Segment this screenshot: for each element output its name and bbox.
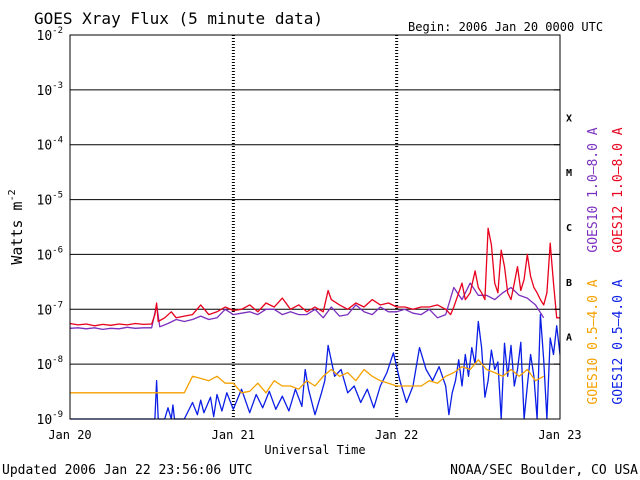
- x-tick-labels: Jan 20 Jan 21 Jan 22 Jan 23: [48, 428, 581, 442]
- y-tick-exponent: -6: [52, 245, 63, 255]
- grid-layer: [70, 35, 560, 419]
- y-tick-label: 10-5: [37, 191, 64, 209]
- legend-entry: GOES12 0.5–4.0 A: [611, 279, 626, 404]
- y-tick-exponent: -9: [52, 410, 63, 420]
- y-tick-exponent: -5: [52, 191, 63, 201]
- y-tick-exponent: -2: [52, 26, 63, 36]
- x-axis-label: Universal Time: [264, 443, 365, 457]
- y-tick-label: 10-2: [37, 26, 64, 44]
- legend-entry: GOES12 1.0–8.0 A: [611, 127, 626, 252]
- series-line: [70, 359, 545, 394]
- y-tick-label: 10-6: [37, 245, 64, 263]
- y-tick-label: 10-8: [37, 355, 64, 373]
- y-tick-base: 10: [37, 248, 53, 263]
- y-tick-labels: 10-910-810-710-610-510-410-310-2: [37, 26, 560, 428]
- legend-entry: GOES10 0.5–4.0 A: [586, 279, 601, 404]
- y-tick-base: 10: [37, 413, 53, 428]
- legend-entry: GOES10 1.0–8.0 A: [586, 127, 601, 252]
- x-tick-label: Jan 20: [48, 428, 91, 442]
- y-tick-label: 10-9: [37, 410, 64, 428]
- y-tick-base: 10: [37, 303, 53, 318]
- y-tick-exponent: -4: [52, 136, 63, 146]
- legend: GOES10 1.0–8.0 A GOES12 1.0–8.0 A GOES10 0…: [586, 127, 626, 404]
- chart-title: GOES Xray Flux (5 minute data): [34, 9, 323, 28]
- y-axis-label: Watts m-2: [7, 189, 26, 264]
- y-tick-base: 10: [37, 139, 53, 154]
- y-tick-base: 10: [37, 358, 53, 373]
- y-tick-label: 10-3: [37, 81, 64, 99]
- flare-class-label: X: [566, 113, 572, 124]
- flare-class-labels: X M C B A: [566, 113, 572, 343]
- x-tick-label: Jan 21: [212, 428, 255, 442]
- y-tick-label: 10-7: [37, 300, 64, 318]
- series-layer: [69, 227, 561, 420]
- flare-class-label: C: [566, 223, 572, 234]
- updated-label: Updated 2006 Jan 22 23:56:06 UTC: [2, 463, 252, 478]
- y-tick-label: 10-4: [37, 136, 64, 154]
- y-tick-exponent: -8: [52, 355, 63, 365]
- y-tick-base: 10: [37, 29, 53, 44]
- y-tick-base: 10: [37, 194, 53, 209]
- begin-label: Begin: 2006 Jan 20 0000 UTC: [408, 20, 603, 34]
- series-line: [69, 227, 560, 327]
- flare-class-label: M: [566, 168, 572, 179]
- y-axis-label-text: Watts m: [8, 201, 26, 264]
- credit-label: NOAA/SEC Boulder, CO USA: [450, 463, 638, 478]
- y-tick-exponent: -7: [52, 300, 63, 310]
- flare-class-label: A: [566, 333, 572, 344]
- x-tick-label: Jan 23: [538, 428, 581, 442]
- y-tick-base: 10: [37, 84, 53, 99]
- series-line: [70, 313, 561, 420]
- y-axis-label-sup: -2: [7, 189, 18, 201]
- series-line: [69, 282, 545, 331]
- plot-frame: [69, 34, 561, 420]
- y-tick-exponent: -3: [52, 81, 63, 91]
- x-tick-label: Jan 22: [375, 428, 418, 442]
- flare-class-label: B: [566, 278, 572, 289]
